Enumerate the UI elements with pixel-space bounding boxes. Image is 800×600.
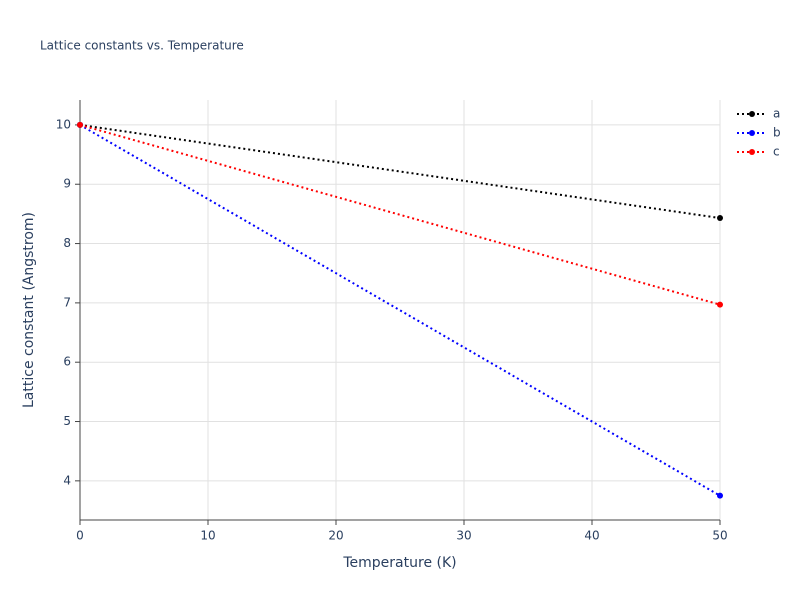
legend-marker — [749, 130, 755, 136]
x-tick-label: 30 — [456, 529, 471, 543]
legend-marker — [749, 149, 755, 155]
y-tick-label: 10 — [56, 117, 71, 131]
x-tick-label: 50 — [712, 529, 727, 543]
y-tick-label: 4 — [63, 473, 71, 487]
legend-label: a — [773, 107, 780, 121]
x-tick-label: 10 — [200, 529, 215, 543]
y-axis-title: Lattice constant (Angstrom) — [21, 212, 37, 408]
legend-label: b — [773, 126, 781, 140]
series-line — [79, 124, 721, 497]
y-tick-label: 9 — [63, 177, 71, 191]
legend-marker — [749, 111, 755, 117]
x-tick-label: 0 — [76, 529, 84, 543]
data-point — [77, 121, 83, 128]
chart-title: Lattice constants vs. Temperature — [40, 39, 244, 53]
y-tick-label: 7 — [63, 295, 71, 309]
data-point — [717, 301, 723, 308]
x-tick-label: 20 — [328, 529, 343, 543]
x-axis-title: Temperature (K) — [342, 555, 456, 571]
data-point — [717, 215, 723, 222]
x-tick-label: 40 — [584, 529, 599, 543]
data-point — [717, 492, 723, 499]
y-tick-label: 5 — [63, 414, 71, 428]
legend-label: c — [773, 145, 780, 159]
series-line — [79, 123, 721, 306]
y-tick-label: 6 — [63, 355, 71, 369]
y-tick-label: 8 — [63, 236, 71, 250]
